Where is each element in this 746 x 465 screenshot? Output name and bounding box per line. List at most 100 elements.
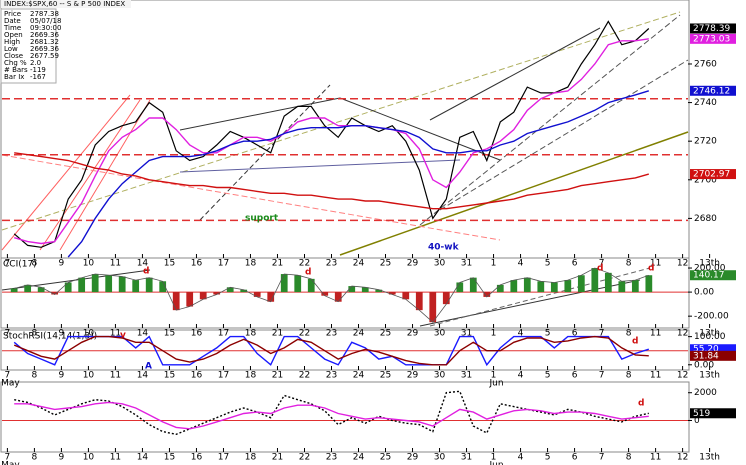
x-tick-label: 13th [699, 259, 720, 269]
x-tick-label: 22 [299, 259, 310, 269]
x-tick-label: 30 [434, 259, 446, 269]
x-tick-label: 11 [650, 371, 661, 381]
cci-bar [226, 287, 234, 293]
trendline [199, 84, 331, 221]
x-tick-label: 7 [5, 329, 11, 339]
x-tick-label: 13th [699, 371, 720, 381]
x-tick-label: 23 [326, 453, 337, 463]
cci-bar [564, 280, 572, 293]
cci-bar [186, 292, 194, 307]
y-tick-label: 0.00 [694, 288, 714, 298]
y-tick-label: 2000 [694, 388, 717, 398]
cci-bar [321, 292, 329, 296]
x-tick-label: 5 [545, 329, 551, 339]
month-label: Jun [489, 461, 504, 465]
x-tick-label: 12 [677, 329, 688, 339]
cci-bar [618, 281, 626, 293]
trendline [59, 99, 151, 251]
cci-bar [334, 292, 342, 302]
x-tick-label: 7 [5, 259, 11, 269]
x-tick-label: 17 [218, 329, 229, 339]
x-tick-label: 5 [545, 371, 551, 381]
x-tick-label: 17 [218, 371, 229, 381]
x-tick-label: 16 [191, 329, 203, 339]
x-tick-label: 29 [407, 453, 419, 463]
series-line [14, 401, 649, 430]
x-tick-label: 17 [218, 259, 229, 269]
x-tick-label: 4 [518, 371, 524, 381]
x-tick-label: 29 [407, 259, 419, 269]
trendline [439, 59, 689, 211]
x-tick-label: 24 [353, 329, 365, 339]
cci-bar [78, 277, 86, 293]
x-tick-label: 7 [599, 371, 605, 381]
x-tick-label: 14 [137, 453, 149, 463]
x-tick-label: 10 [83, 329, 95, 339]
x-tick-label: 29 [407, 371, 419, 381]
trendline [179, 97, 341, 131]
x-tick-label: 21 [272, 453, 283, 463]
x-tick-label: 14 [137, 329, 149, 339]
x-tick-label: 24 [353, 259, 365, 269]
cci-bar [118, 276, 126, 293]
x-tick-label: 14 [137, 259, 149, 269]
x-tick-label: 18 [245, 453, 257, 463]
value-tag-label: 2778.39 [693, 24, 730, 34]
annotation: A [145, 362, 152, 372]
annotation: 40-wk [428, 243, 460, 253]
annotation: suport [245, 214, 279, 224]
x-tick-label: 13th [699, 453, 720, 463]
value-tag [690, 350, 736, 361]
trendline [419, 279, 641, 327]
month-label: Jun [489, 379, 504, 389]
x-tick-label: 21 [272, 371, 283, 381]
x-tick-label: 6 [572, 371, 578, 381]
x-tick-label: 4 [518, 329, 524, 339]
y-tick-label: 100.00 [694, 332, 726, 342]
series-line [67, 90, 650, 258]
x-tick-label: 21 [272, 329, 283, 339]
value-tag [690, 23, 736, 34]
value-tag-label: 519 [693, 409, 710, 419]
cci-bar [213, 292, 221, 295]
y-tick-label: 0 [694, 416, 700, 426]
x-tick-label: 1 [491, 259, 497, 269]
cci-bar [24, 284, 32, 293]
info-value: 05/07/18 [30, 17, 61, 25]
info-label: # Bars [4, 66, 28, 74]
cci-bar [105, 275, 113, 293]
x-tick-label: 8 [32, 371, 38, 381]
y-tick-label: -200.00 [694, 312, 729, 322]
info-value: -119 [30, 66, 46, 74]
cci-bar [280, 274, 288, 293]
x-tick-label: 23 [326, 329, 337, 339]
y-tick-label: 0.00 [694, 360, 714, 370]
cci-bar [469, 277, 477, 293]
x-tick-label: 17 [218, 453, 229, 463]
x-tick-label: 9 [59, 329, 65, 339]
x-tick-label: 9 [59, 453, 65, 463]
series-line [14, 390, 649, 436]
cci-bar [37, 287, 45, 293]
info-label: Date [4, 17, 21, 25]
cci-bar [172, 292, 180, 311]
month-label: May [1, 461, 20, 465]
panel-title: StochRSI(14,14(1,3)) [3, 332, 97, 342]
x-tick-label: 7 [599, 329, 605, 339]
value-tag-label: 55.20 [693, 345, 719, 355]
value-tag-label: 140.17 [693, 271, 725, 281]
y-tick-label: 2740 [694, 98, 717, 108]
x-tick-label: 10 [83, 453, 95, 463]
x-tick-label: 30 [434, 371, 446, 381]
cci-bar [456, 282, 464, 293]
info-label: Close [4, 52, 23, 60]
info-label: Time [3, 24, 21, 32]
series-line [14, 38, 649, 245]
cci-bar [159, 281, 167, 293]
info-label: Bar Ix [4, 73, 24, 81]
cci-bar [415, 292, 423, 311]
x-tick-label: 8 [32, 453, 38, 463]
x-tick-label: 9 [59, 259, 65, 269]
cci-bar [240, 289, 248, 293]
